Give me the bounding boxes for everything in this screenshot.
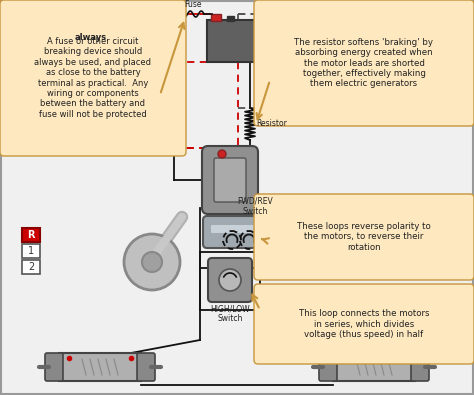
Text: The resistor softens 'braking' by
absorbing energy created when
the motor leads : The resistor softens 'braking' by absorb…	[294, 38, 434, 88]
Text: These loops reverse polarity to
the motors, to reverse their
rotation: These loops reverse polarity to the moto…	[297, 222, 431, 252]
Circle shape	[142, 252, 162, 272]
FancyBboxPatch shape	[214, 158, 246, 202]
Text: 1: 1	[28, 246, 34, 256]
Text: A fuse or other circuit
breaking device should
always be used, and placed
as clo: A fuse or other circuit breaking device …	[35, 37, 152, 119]
Text: FWD/REV
Switch: FWD/REV Switch	[237, 197, 273, 216]
FancyBboxPatch shape	[137, 353, 155, 381]
FancyBboxPatch shape	[254, 284, 474, 364]
Bar	[227, 16, 234, 21]
Bar	[22, 260, 40, 274]
Bar	[22, 244, 40, 258]
Circle shape	[219, 269, 241, 291]
FancyBboxPatch shape	[319, 353, 337, 381]
Circle shape	[218, 150, 226, 158]
Bar	[22, 228, 40, 242]
Text: Fuse: Fuse	[184, 0, 202, 9]
FancyBboxPatch shape	[0, 0, 186, 156]
Bar	[207, 20, 269, 62]
Circle shape	[124, 234, 180, 290]
Text: HIGH/LOW
Switch: HIGH/LOW Switch	[210, 304, 250, 324]
Bar	[59, 353, 141, 381]
Bar	[211, 14, 221, 21]
FancyBboxPatch shape	[45, 353, 63, 381]
Text: This loop connects the motors
in series, which divides
voltage (thus speed) in h: This loop connects the motors in series,…	[299, 309, 429, 339]
Bar	[333, 353, 415, 381]
FancyBboxPatch shape	[203, 216, 271, 248]
FancyBboxPatch shape	[202, 146, 258, 214]
FancyBboxPatch shape	[211, 225, 263, 233]
FancyBboxPatch shape	[254, 0, 474, 126]
Text: R: R	[27, 230, 35, 240]
FancyBboxPatch shape	[411, 353, 429, 381]
FancyBboxPatch shape	[208, 258, 252, 302]
Text: 2: 2	[28, 262, 34, 272]
FancyBboxPatch shape	[254, 194, 474, 280]
Text: Resistor: Resistor	[256, 120, 287, 128]
Text: always: always	[75, 34, 107, 43]
